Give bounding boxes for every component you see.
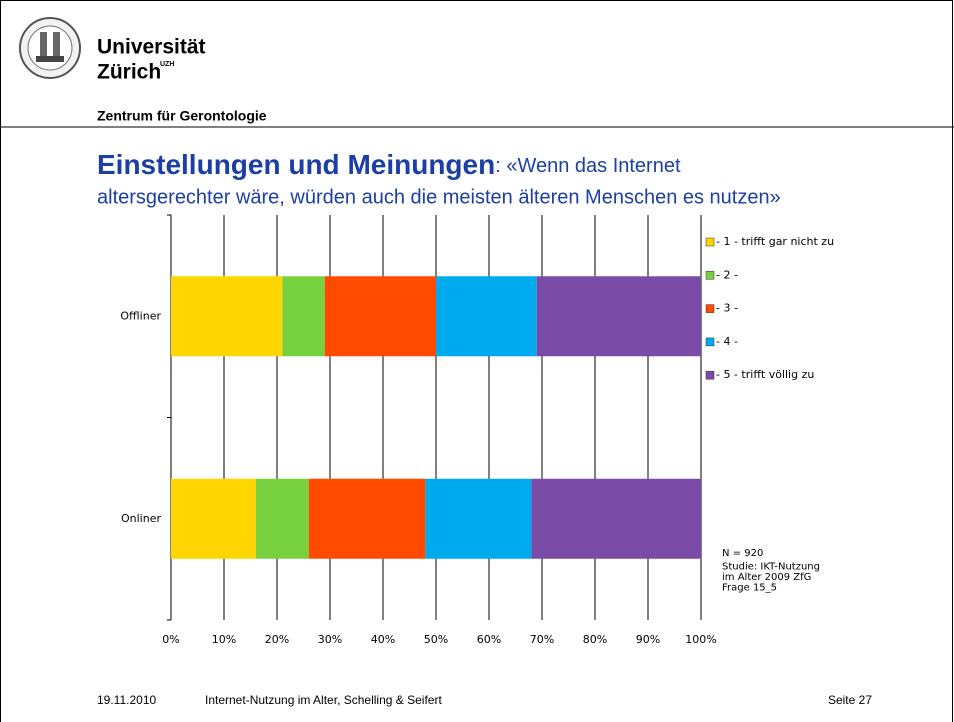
chart-title: Einstellungen und Meinungen	[97, 149, 495, 180]
legend-label: - 2 -	[716, 268, 738, 281]
title-line: Einstellungen und Meinungen: «Wenn das I…	[97, 149, 681, 180]
bar-segment	[436, 276, 537, 357]
legend-swatch	[705, 271, 715, 280]
legend-label: - 1 - trifft gar nicht zu	[716, 235, 834, 248]
annotation: im Alter 2009 ZfG	[722, 572, 811, 583]
footer-page: Seite 27	[828, 693, 872, 707]
x-tick-label: 40%	[371, 633, 395, 646]
university-line: Universität	[97, 36, 206, 59]
footer-date: 19.11.2010	[97, 693, 156, 707]
x-tick-label: 10%	[212, 633, 236, 646]
x-tick-label: 0%	[162, 633, 179, 646]
legend-swatch	[705, 304, 715, 313]
x-tick-label: 20%	[265, 633, 289, 646]
legend-label: - 5 - trifft völlig zu	[716, 368, 814, 381]
chart-subtitle: : «Wenn das Internet	[495, 155, 681, 177]
superscript: UZH	[160, 61, 174, 68]
bar-segment	[536, 276, 701, 357]
bar-segment	[324, 276, 436, 357]
legend-label: - 3 -	[716, 302, 738, 315]
legend-swatch	[705, 370, 715, 380]
x-tick-label: 60%	[477, 633, 501, 646]
department: Zentrum für Gerontologie	[97, 108, 267, 124]
logo	[19, 17, 81, 79]
annotation: Studie: IKT-Nutzung	[722, 562, 820, 573]
bar-segment	[308, 478, 426, 559]
y-tick-label: Onliner	[121, 512, 161, 525]
x-tick-label: 100%	[685, 633, 716, 646]
x-tick-label: 50%	[424, 633, 448, 646]
chart-subtitle: altersgerechter wäre, würden auch die me…	[97, 186, 781, 208]
bar-segment	[171, 276, 283, 357]
x-tick-label: 70%	[530, 633, 554, 646]
annotation: Frage 15_5	[722, 583, 777, 594]
bar-segment	[282, 276, 325, 357]
x-tick-label: 30%	[318, 633, 342, 646]
x-tick-label: 80%	[583, 633, 607, 646]
bar-segment	[255, 478, 309, 559]
y-tick-label: Offliner	[120, 309, 161, 322]
x-tick-label: 90%	[636, 633, 660, 646]
legend-label: - 4 -	[716, 335, 738, 348]
legend-swatch	[705, 237, 715, 247]
bar-segment	[531, 478, 701, 559]
annotation: N = 920	[722, 548, 763, 559]
footer-text: Internet-Nutzung im Alter, Schelling & S…	[205, 693, 442, 707]
bar-segment	[171, 478, 256, 559]
legend-swatch	[705, 337, 715, 347]
university-line: Zürich	[97, 61, 161, 84]
bar-segment	[425, 478, 532, 559]
